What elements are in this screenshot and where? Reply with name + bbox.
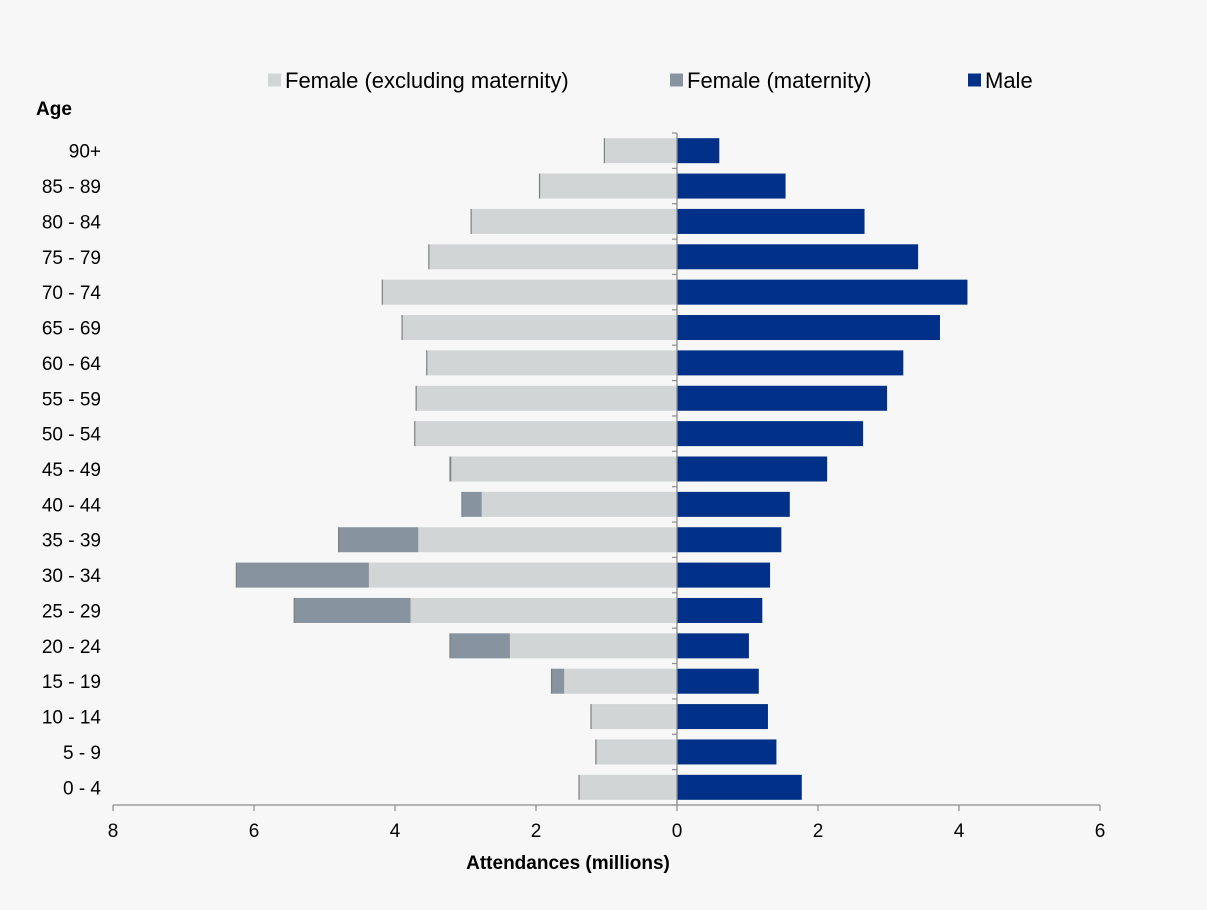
- x-tick-label: 2: [531, 821, 542, 842]
- y-tick-label: 25 - 29: [42, 601, 101, 622]
- bar-female-maternity: [294, 597, 411, 623]
- bar-female-excluding-maternity: [579, 774, 677, 800]
- bar-male: [677, 704, 768, 730]
- y-tick-label: 80 - 84: [42, 212, 102, 233]
- bar-male: [677, 173, 786, 199]
- x-tick-label: 4: [390, 821, 401, 842]
- bar-male: [677, 456, 828, 482]
- bar-female-excluding-maternity: [471, 208, 677, 234]
- bar-female-excluding-maternity: [416, 385, 677, 411]
- bar-male: [677, 527, 782, 553]
- bar-male: [677, 597, 763, 623]
- bar-female-maternity: [449, 633, 510, 659]
- y-tick-label: 45 - 49: [42, 460, 101, 481]
- bar-female-excluding-maternity: [428, 244, 677, 270]
- y-tick-label: 15 - 19: [42, 672, 101, 693]
- bar-male: [677, 208, 865, 234]
- y-axis-title: Age: [36, 99, 72, 120]
- y-tick-label: 35 - 39: [42, 531, 101, 552]
- legend-label: Female (excluding maternity): [285, 68, 569, 93]
- bar-female-excluding-maternity: [410, 597, 677, 623]
- bar-female-excluding-maternity: [590, 704, 677, 730]
- y-tick-label: 30 - 34: [42, 566, 102, 587]
- bar-female-excluding-maternity: [368, 562, 677, 588]
- y-tick-label: 40 - 44: [42, 495, 102, 516]
- bar-female-excluding-maternity: [414, 421, 677, 447]
- x-axis-title: Attendances (millions): [466, 853, 670, 874]
- bar-female-maternity: [461, 491, 482, 517]
- bar-male: [677, 562, 771, 588]
- bar-female-excluding-maternity: [595, 739, 677, 765]
- bar-male: [677, 774, 802, 800]
- legend-label: Male: [985, 68, 1033, 93]
- bar-female-excluding-maternity: [509, 633, 677, 659]
- legend: Female (excluding maternity) Female (mate…: [268, 68, 1033, 93]
- legend-swatch: [670, 73, 683, 87]
- bar-female-excluding-maternity: [382, 279, 677, 305]
- bar-male: [677, 491, 790, 517]
- bar-female-excluding-maternity: [564, 668, 677, 694]
- x-tick-label: 6: [249, 821, 260, 842]
- y-tick-label: 55 - 59: [42, 389, 101, 410]
- bar-male: [677, 668, 759, 694]
- y-tick-label: 5 - 9: [63, 743, 101, 764]
- y-tick-labels: 0 - 4 5 - 9 10 - 14 15 - 19 20 - 24 25 - 29 30…: [42, 142, 102, 800]
- axes: [112, 132, 1101, 811]
- bar-male: [677, 138, 720, 164]
- y-tick-label: 85 - 89: [42, 177, 101, 198]
- bars: [235, 138, 968, 800]
- bar-female-excluding-maternity: [451, 456, 677, 482]
- bar-female-maternity: [338, 527, 419, 553]
- x-tick-labels: 8 6 4 2 0 2 4 6: [108, 821, 1106, 842]
- bar-female-excluding-maternity: [604, 138, 677, 164]
- y-tick-label: 50 - 54: [42, 425, 102, 446]
- bar-male: [677, 279, 968, 305]
- bar-male: [677, 633, 749, 659]
- bar-female-maternity: [551, 668, 565, 694]
- y-tick-label: 0 - 4: [63, 778, 101, 799]
- y-tick-label: 10 - 14: [42, 708, 102, 729]
- legend-swatch: [968, 73, 981, 87]
- bar-female-excluding-maternity: [539, 173, 677, 199]
- y-tick-label: 90+: [69, 142, 101, 163]
- legend-label: Female (maternity): [687, 68, 872, 93]
- y-tick-label: 60 - 64: [42, 354, 102, 375]
- bar-male: [677, 739, 777, 765]
- x-tick-label: 4: [954, 821, 965, 842]
- y-tick-label: 20 - 24: [42, 637, 102, 658]
- x-tick-label: 8: [108, 821, 119, 842]
- y-tick-label: 75 - 79: [42, 248, 101, 269]
- bar-male: [677, 350, 904, 376]
- bar-female-excluding-maternity: [481, 491, 677, 517]
- bar-male: [677, 421, 864, 447]
- bar-male: [677, 385, 888, 411]
- bar-male: [677, 315, 940, 341]
- x-tick-label: 2: [813, 821, 824, 842]
- bar-female-maternity: [449, 456, 452, 482]
- bar-female-excluding-maternity: [418, 527, 677, 553]
- bar-male: [677, 244, 919, 270]
- x-tick-label: 0: [672, 821, 683, 842]
- bar-female-maternity: [236, 562, 369, 588]
- y-tick-label: 65 - 69: [42, 319, 101, 340]
- bar-female-excluding-maternity: [402, 315, 677, 341]
- y-tick-label: 70 - 74: [42, 283, 102, 304]
- legend-swatch: [268, 73, 281, 87]
- x-tick-label: 6: [1095, 821, 1106, 842]
- bar-female-excluding-maternity: [426, 350, 677, 376]
